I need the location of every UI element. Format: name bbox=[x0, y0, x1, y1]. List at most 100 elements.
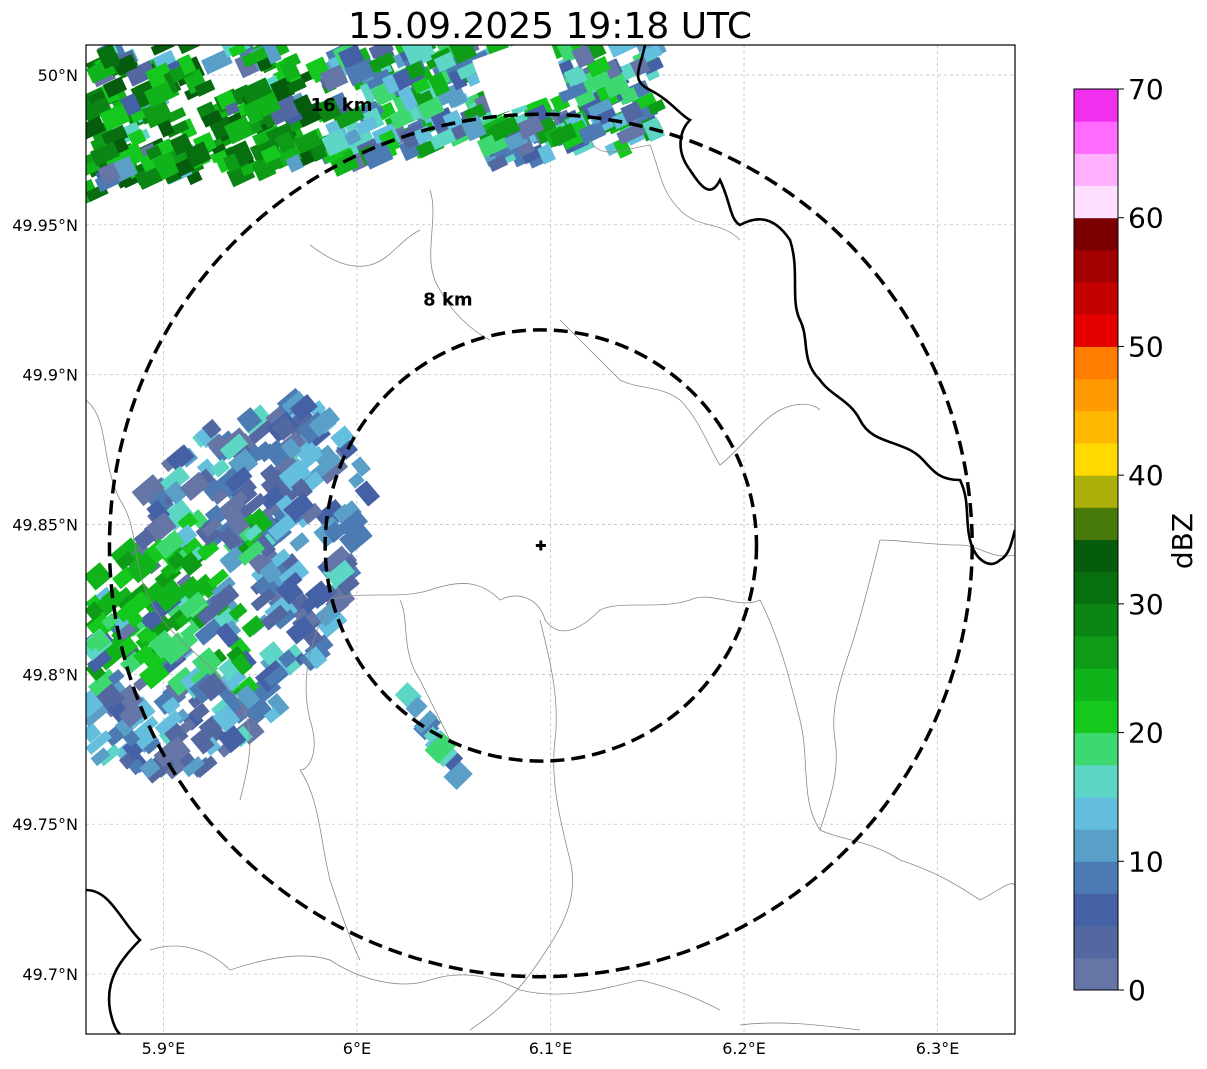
echo-cell bbox=[250, 588, 276, 612]
echo-cell bbox=[193, 755, 218, 779]
echo-cell bbox=[289, 532, 310, 552]
echo-cell bbox=[336, 572, 360, 596]
colorbar-bin bbox=[1074, 764, 1118, 798]
colorbar-bin bbox=[1074, 442, 1118, 476]
colorbar-bin bbox=[1074, 89, 1118, 122]
echo-cell bbox=[274, 609, 297, 630]
echo-cell bbox=[228, 602, 248, 622]
echo-cell bbox=[132, 715, 159, 741]
echo-cell bbox=[405, 696, 428, 719]
map-frame bbox=[85, 44, 1016, 1035]
echo-cell bbox=[100, 683, 125, 708]
echo-cell bbox=[319, 64, 349, 92]
echo-cell bbox=[296, 441, 323, 468]
echo-cell bbox=[243, 523, 263, 542]
echo-cell bbox=[239, 492, 268, 519]
colorbar-tick-label: 20 bbox=[1128, 717, 1164, 750]
echo-cell bbox=[167, 551, 186, 570]
echo-cell bbox=[354, 116, 378, 136]
echo-cell bbox=[620, 100, 644, 124]
colorbar-bin bbox=[1074, 153, 1118, 187]
echo-cell bbox=[215, 622, 240, 648]
echo-cell bbox=[190, 729, 215, 755]
colorbar-tick-label: 30 bbox=[1128, 588, 1164, 621]
echo-cell bbox=[224, 466, 253, 493]
echo-cell bbox=[293, 129, 323, 155]
echo-cell bbox=[548, 122, 578, 148]
echo-cell bbox=[101, 124, 129, 148]
echo-cell bbox=[285, 154, 304, 173]
echo-cell bbox=[210, 583, 240, 612]
echo-cell bbox=[280, 553, 302, 574]
echo-cell bbox=[279, 57, 301, 82]
echo-cell bbox=[463, 103, 487, 123]
echo-cell bbox=[241, 615, 265, 638]
echo-cell bbox=[253, 534, 277, 558]
echo-cell bbox=[285, 616, 316, 645]
echo-cell bbox=[191, 647, 223, 678]
y-tick-label: 49.8°N bbox=[22, 665, 78, 684]
colorbar-bin bbox=[1074, 636, 1118, 669]
colorbar-tick-label: 50 bbox=[1128, 330, 1164, 363]
echo-cell bbox=[196, 601, 222, 626]
echo-cell bbox=[181, 537, 205, 560]
echo-cell bbox=[338, 45, 365, 69]
echo-cell bbox=[270, 548, 291, 568]
echo-cell bbox=[330, 425, 355, 449]
echo-cell bbox=[332, 503, 354, 524]
echo-cell bbox=[86, 116, 106, 142]
echo-cell bbox=[449, 45, 477, 65]
echo-cell bbox=[433, 51, 457, 73]
echo-cell bbox=[127, 128, 147, 147]
echo-cell bbox=[264, 665, 288, 688]
echo-cell bbox=[161, 696, 181, 716]
echo-cell bbox=[361, 140, 394, 170]
echo-cell bbox=[586, 55, 611, 78]
colorbar-tick-label: 60 bbox=[1128, 202, 1164, 235]
echo-cell bbox=[339, 521, 373, 554]
echo-cell bbox=[267, 95, 301, 126]
x-tick-label: 6°E bbox=[343, 1039, 371, 1058]
colorbar-bin bbox=[1074, 829, 1118, 862]
echo-cell bbox=[258, 641, 286, 668]
colorbar-bin bbox=[1074, 410, 1118, 444]
colorbar-bin bbox=[1074, 603, 1118, 637]
echo-cell bbox=[354, 480, 381, 507]
echo-cell bbox=[632, 79, 651, 99]
echo-cell bbox=[154, 709, 183, 736]
echo-cell bbox=[237, 540, 266, 566]
dbz-colorbar: 0 10 20 30 40 50 60 70 bbox=[1073, 73, 1164, 1007]
x-tick-label: 6.2°E bbox=[722, 1039, 766, 1058]
echo-cell bbox=[321, 129, 350, 157]
echo-cell bbox=[210, 458, 230, 478]
echo-cell bbox=[276, 577, 304, 605]
echo-cell bbox=[107, 668, 125, 686]
y-tick-label: 49.95°N bbox=[12, 216, 78, 235]
echo-cell bbox=[351, 456, 371, 477]
echo-cell bbox=[201, 109, 223, 128]
echo-cell bbox=[201, 48, 233, 75]
echo-cell bbox=[443, 760, 473, 790]
colorbar-bin bbox=[1074, 346, 1118, 380]
range-ring-label: 16 km bbox=[310, 95, 372, 116]
range-ring bbox=[107, 112, 974, 979]
echo-cell bbox=[220, 496, 252, 528]
echo-cell bbox=[115, 550, 136, 571]
echo-cell bbox=[240, 77, 274, 107]
colorbar-bin bbox=[1074, 700, 1118, 734]
echo-cell bbox=[144, 81, 175, 108]
echo-cell bbox=[165, 735, 191, 762]
echo-cell bbox=[158, 465, 191, 496]
echo-cell bbox=[616, 122, 647, 145]
echo-cell bbox=[429, 128, 457, 151]
colorbar-bin bbox=[1074, 668, 1118, 701]
echo-cell bbox=[207, 568, 229, 589]
colorbar-frame bbox=[1073, 88, 1119, 991]
echo-cell bbox=[90, 136, 106, 151]
echo-cell bbox=[115, 598, 142, 623]
echo-cell bbox=[236, 407, 263, 433]
echo-cell bbox=[259, 485, 286, 511]
map-title: 15.09.2025 19:18 UTC bbox=[348, 6, 752, 47]
colorbar-bin bbox=[1074, 507, 1118, 540]
echo-cell bbox=[602, 73, 630, 99]
